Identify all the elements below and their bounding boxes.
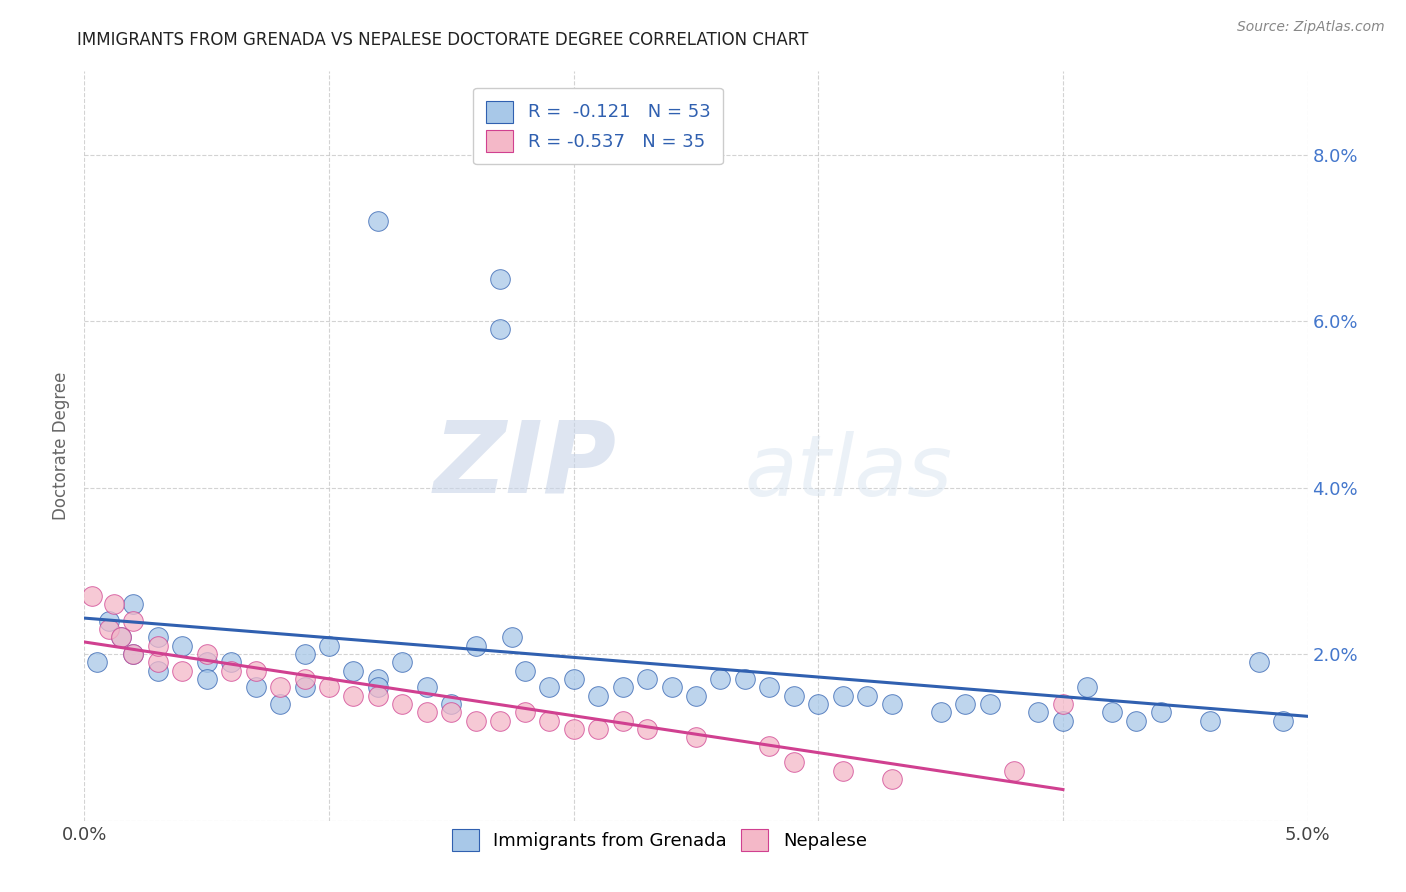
Point <box>146 639 169 653</box>
Point <box>122 597 145 611</box>
Point <box>195 672 218 686</box>
Point <box>367 689 389 703</box>
Point <box>734 672 756 686</box>
Point <box>562 722 585 736</box>
Point <box>318 681 340 695</box>
Point <box>1198 714 1220 728</box>
Point <box>219 664 242 678</box>
Point <box>636 672 658 686</box>
Point <box>758 681 780 695</box>
Point <box>294 647 316 661</box>
Point <box>122 647 145 661</box>
Point <box>294 681 316 695</box>
Point <box>80 589 103 603</box>
Point <box>807 697 830 711</box>
Point <box>953 697 976 711</box>
Point <box>97 614 120 628</box>
Point <box>538 681 561 695</box>
Point <box>103 597 125 611</box>
Point <box>464 714 486 728</box>
Point <box>489 714 512 728</box>
Point <box>831 764 853 778</box>
Point <box>685 689 707 703</box>
Point <box>513 664 536 678</box>
Point <box>122 614 145 628</box>
Point <box>586 689 609 703</box>
Text: Source: ZipAtlas.com: Source: ZipAtlas.com <box>1237 20 1385 34</box>
Point <box>195 656 218 670</box>
Y-axis label: Doctorate Degree: Doctorate Degree <box>52 372 70 520</box>
Point <box>294 672 316 686</box>
Point <box>172 664 194 678</box>
Point <box>391 697 413 711</box>
Point <box>1052 714 1074 728</box>
Point <box>502 631 524 645</box>
Point <box>416 706 439 720</box>
Point <box>929 706 952 720</box>
Point <box>1125 714 1147 728</box>
Point <box>489 272 512 286</box>
Point <box>416 681 439 695</box>
Point <box>1028 706 1050 720</box>
Point <box>146 656 169 670</box>
Point <box>1101 706 1123 720</box>
Point <box>489 322 512 336</box>
Point <box>342 664 364 678</box>
Point <box>122 647 145 661</box>
Point <box>367 672 389 686</box>
Point <box>172 639 194 653</box>
Text: ZIP: ZIP <box>433 417 616 513</box>
Point <box>440 706 463 720</box>
Point <box>612 681 634 695</box>
Point <box>110 631 132 645</box>
Point <box>367 681 389 695</box>
Point <box>636 722 658 736</box>
Point <box>880 697 903 711</box>
Point <box>538 714 561 728</box>
Point <box>612 714 634 728</box>
Point <box>146 664 169 678</box>
Point <box>709 672 731 686</box>
Point <box>1052 697 1074 711</box>
Point <box>1150 706 1173 720</box>
Point <box>1272 714 1295 728</box>
Point <box>86 656 108 670</box>
Point <box>880 772 903 786</box>
Point <box>245 664 267 678</box>
Legend: Immigrants from Grenada, Nepalese: Immigrants from Grenada, Nepalese <box>443 821 876 860</box>
Point <box>783 756 806 770</box>
Point <box>1247 656 1270 670</box>
Point <box>440 697 463 711</box>
Point <box>562 672 585 686</box>
Point <box>367 214 389 228</box>
Point <box>831 689 853 703</box>
Point <box>195 647 218 661</box>
Point <box>464 639 486 653</box>
Text: atlas: atlas <box>745 431 953 514</box>
Point <box>318 639 340 653</box>
Point <box>97 622 120 636</box>
Point <box>269 697 291 711</box>
Point <box>783 689 806 703</box>
Point <box>342 689 364 703</box>
Point <box>661 681 683 695</box>
Point <box>146 631 169 645</box>
Point <box>513 706 536 720</box>
Point <box>110 631 132 645</box>
Point <box>245 681 267 695</box>
Text: IMMIGRANTS FROM GRENADA VS NEPALESE DOCTORATE DEGREE CORRELATION CHART: IMMIGRANTS FROM GRENADA VS NEPALESE DOCT… <box>77 31 808 49</box>
Point <box>391 656 413 670</box>
Point <box>1002 764 1025 778</box>
Point <box>856 689 879 703</box>
Point <box>979 697 1001 711</box>
Point <box>269 681 291 695</box>
Point <box>685 731 707 745</box>
Point <box>219 656 242 670</box>
Point <box>758 739 780 753</box>
Point <box>586 722 609 736</box>
Point <box>1076 681 1098 695</box>
